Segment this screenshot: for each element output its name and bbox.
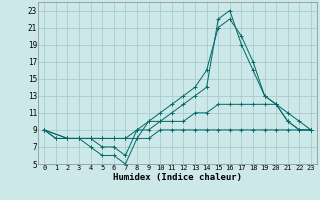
- X-axis label: Humidex (Indice chaleur): Humidex (Indice chaleur): [113, 173, 242, 182]
